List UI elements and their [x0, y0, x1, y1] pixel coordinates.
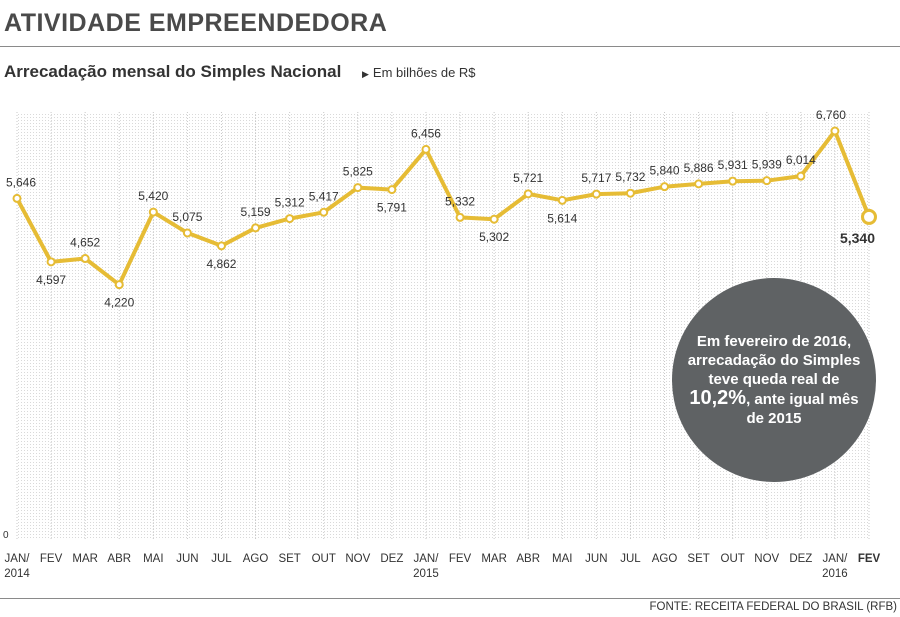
- data-label: 5,312: [275, 196, 305, 210]
- data-label: 5,075: [172, 210, 202, 224]
- data-point: [861, 208, 877, 225]
- data-point: [216, 241, 226, 251]
- data-point: [353, 183, 363, 193]
- header-divider: [0, 46, 900, 47]
- data-point: [148, 207, 158, 217]
- unit-text: Em bilhões de R$: [372, 65, 476, 80]
- data-point: [421, 144, 431, 154]
- data-points: [12, 126, 877, 290]
- data-label: 5,886: [684, 161, 714, 175]
- data-point: [319, 207, 329, 217]
- data-point: [728, 176, 738, 186]
- data-labels: 5,646 4,597 4,652 4,220 5,420 5,075 4,862 5,159…: [6, 108, 875, 310]
- callout-highlight: 10,2%: [689, 387, 747, 409]
- x-tick-label: JAN/2014: [4, 553, 30, 580]
- data-label: 4,862: [206, 257, 236, 271]
- data-point: [387, 185, 397, 195]
- x-tick-label: JUL: [620, 553, 641, 565]
- x-tick-label: AGO: [652, 553, 678, 565]
- data-point: [830, 126, 840, 136]
- x-axis-ticks: JAN/2014 FEV MAR ABR MAI JUN JUL AGO SET OUT NOV DE…: [4, 553, 880, 580]
- data-point: [796, 171, 806, 181]
- data-point: [625, 188, 635, 198]
- data-label: 4,652: [70, 236, 100, 250]
- x-tick-label: ABR: [107, 553, 131, 565]
- callout-text: Em fevereiro de 2016, arrecadação do Sim…: [685, 332, 863, 428]
- callout-text-after: , ante igual mês de 2015: [746, 391, 859, 427]
- data-point: [182, 228, 192, 238]
- x-tick-label: MAI: [552, 553, 572, 565]
- data-label: 5,332: [445, 194, 475, 208]
- data-label: 6,014: [786, 153, 816, 167]
- x-tick-label: JUN: [176, 553, 198, 565]
- x-tick-label: JAN/2015: [413, 553, 439, 580]
- triangle-right-icon: ▶: [362, 69, 369, 79]
- data-label: 5,931: [718, 158, 748, 172]
- data-label: 5,417: [309, 189, 339, 203]
- data-label: 5,302: [479, 230, 509, 244]
- data-point: [251, 223, 261, 233]
- x-tick-label: NOV: [754, 553, 779, 565]
- x-tick-label: JAN/2016: [822, 553, 848, 580]
- data-label: 5,159: [241, 205, 271, 219]
- x-tick-label: MAR: [72, 553, 98, 565]
- data-point: [660, 182, 670, 192]
- data-label: 5,420: [138, 189, 168, 203]
- data-label: 4,220: [104, 296, 134, 310]
- data-label: 4,597: [36, 273, 66, 287]
- source-note: FONTE: RECEITA FEDERAL DO BRASIL (RFB): [649, 601, 898, 613]
- x-tick-label: DEZ: [380, 553, 403, 565]
- data-label: 6,456: [411, 126, 441, 140]
- data-point: [523, 189, 533, 199]
- data-point: [591, 189, 601, 199]
- data-label: 6,760: [816, 108, 846, 122]
- x-tick-label: FEV: [858, 553, 881, 565]
- callout-bubble: Em fevereiro de 2016, arrecadação do Sim…: [672, 278, 876, 482]
- data-label: 5,825: [343, 165, 373, 179]
- x-tick-label: SET: [278, 553, 300, 565]
- data-point: [762, 176, 772, 186]
- x-tick-label: MAR: [481, 553, 507, 565]
- callout-text-before: Em fevereiro de 2016, arrecadação do Sim…: [687, 333, 861, 388]
- data-point: [455, 212, 465, 222]
- x-tick-label: SET: [687, 553, 709, 565]
- data-label: 5,939: [752, 158, 782, 172]
- data-point: [285, 214, 295, 224]
- x-tick-label: FEV: [449, 553, 472, 565]
- data-point: [12, 193, 22, 203]
- x-tick-label: MAI: [143, 553, 163, 565]
- x-tick-label: JUN: [585, 553, 607, 565]
- chart-title: Arrecadação mensal do Simples Nacional: [4, 62, 342, 81]
- footer-divider: [0, 598, 900, 599]
- x-tick-label: AGO: [243, 553, 269, 565]
- data-label: 5,614: [547, 211, 577, 225]
- x-tick-label: ABR: [516, 553, 540, 565]
- data-point: [694, 179, 704, 189]
- data-point: [46, 257, 56, 267]
- x-tick-label: JUL: [211, 553, 232, 565]
- x-tick-label: OUT: [312, 553, 336, 565]
- data-point: [80, 254, 90, 264]
- x-tick-label: DEZ: [789, 553, 812, 565]
- series-line: [15, 129, 871, 287]
- data-label: 5,646: [6, 175, 36, 189]
- x-tick-label: OUT: [721, 553, 745, 565]
- data-label: 5,340: [840, 230, 875, 246]
- data-label: 5,791: [377, 201, 407, 215]
- data-point: [114, 280, 124, 290]
- unit-label: ▶ Em bilhões de R$: [362, 65, 476, 80]
- data-label: 5,721: [513, 171, 543, 185]
- data-label: 5,732: [615, 170, 645, 184]
- y-zero-label: 0: [3, 530, 9, 541]
- data-point: [557, 195, 567, 205]
- data-label: 5,717: [581, 171, 611, 185]
- data-label: 5,840: [650, 164, 680, 178]
- section-title: ATIVIDADE EMPREENDEDORA: [4, 9, 388, 37]
- series-path: [15, 129, 871, 287]
- data-point: [489, 214, 499, 224]
- x-tick-label: FEV: [40, 553, 63, 565]
- x-tick-label: NOV: [345, 553, 370, 565]
